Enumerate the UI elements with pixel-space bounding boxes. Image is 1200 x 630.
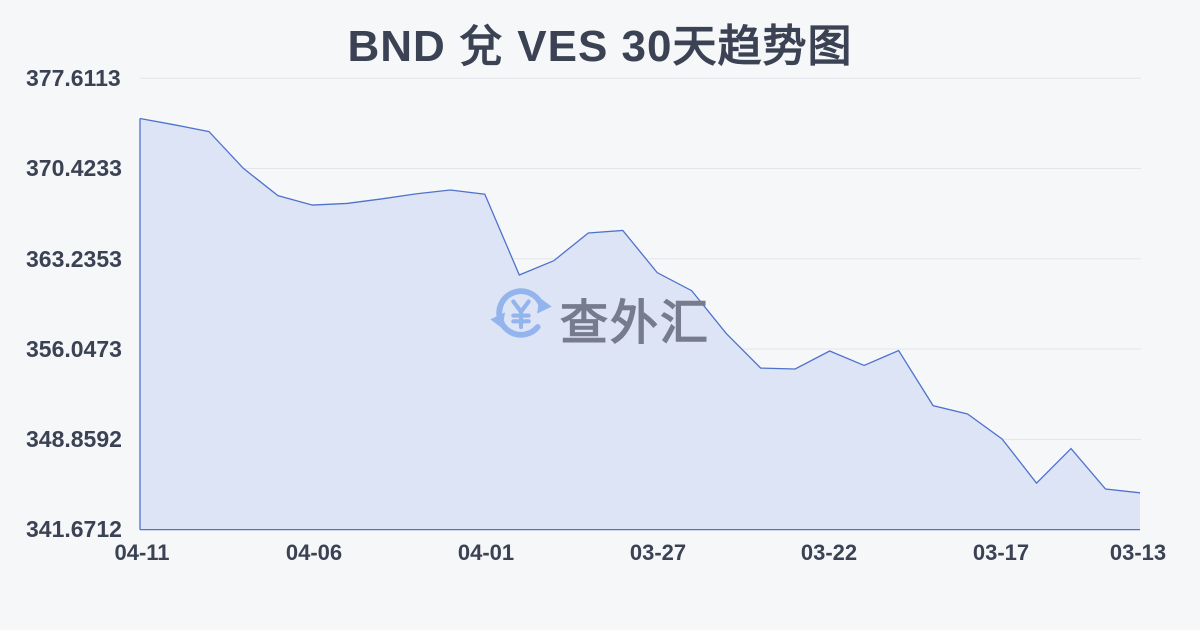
svg-text:04-01: 04-01	[458, 540, 514, 565]
svg-text:370.4233: 370.4233	[26, 155, 122, 181]
svg-text:03-22: 03-22	[801, 540, 857, 565]
svg-text:377.6113: 377.6113	[26, 65, 121, 91]
svg-text:363.2353: 363.2353	[26, 246, 122, 272]
svg-text:356.0473: 356.0473	[26, 336, 122, 362]
svg-text:04-11: 04-11	[114, 540, 169, 565]
svg-text:03-27: 03-27	[630, 540, 686, 565]
svg-text:03-17: 03-17	[973, 540, 1029, 565]
svg-text:348.8592: 348.8592	[26, 426, 122, 452]
svg-text:341.6712: 341.6712	[26, 516, 122, 542]
svg-text:03-13: 03-13	[1110, 540, 1166, 565]
svg-text:04-06: 04-06	[286, 540, 342, 565]
